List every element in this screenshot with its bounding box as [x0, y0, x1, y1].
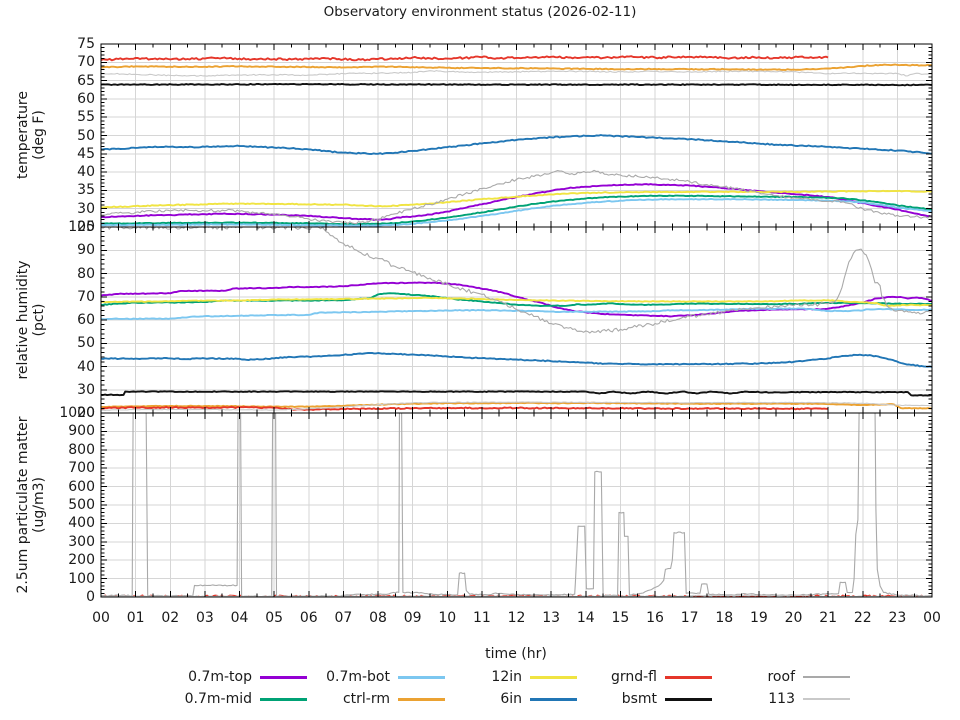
series-roof: [101, 169, 932, 225]
y-tick-label: 60: [77, 312, 95, 328]
y-tick-label: 100: [68, 219, 95, 235]
series-6in: [101, 134, 932, 155]
series-12in: [101, 296, 932, 307]
legend-swatch-grnd-fl: [665, 675, 712, 679]
x-tick-label: 05: [265, 610, 284, 626]
y-tick-label: 30: [77, 381, 95, 398]
series-roof: [101, 227, 932, 334]
y-tick-label: 70: [77, 54, 95, 71]
x-axis-label: time (hr): [485, 646, 547, 662]
legend-swatch-12in: [530, 675, 577, 679]
y-tick-label: 55: [77, 109, 95, 126]
legend-label-12in: 12in: [491, 669, 522, 685]
x-tick-label: 21: [819, 610, 838, 626]
x-tick-label: 23: [888, 610, 907, 626]
x-tick-label: 06: [299, 610, 318, 626]
y-tick-label: 40: [77, 358, 95, 375]
x-tick-label: 22: [853, 610, 872, 626]
legend-swatch-0.7m-bot: [398, 675, 445, 679]
x-tick-label: 13: [542, 610, 561, 626]
x-tick-label: 18: [715, 610, 734, 626]
x-tick-label: 11: [472, 610, 491, 626]
series-6in: [101, 351, 932, 368]
y-tick-label: 1000: [59, 405, 95, 421]
legend-swatch-roof: [803, 676, 850, 678]
legend-label-6in: 6in: [500, 691, 522, 707]
x-tick-label: 20: [784, 610, 803, 626]
x-tick-label: 12: [507, 610, 526, 626]
series-ctrl-rm: [101, 63, 932, 71]
y-tick-label: 100: [68, 570, 95, 587]
y-tick-label: 75: [77, 36, 95, 52]
series-roof: [101, 413, 932, 597]
legend-swatch-0.7m-top: [260, 675, 307, 679]
legend-label-roof: roof: [767, 669, 795, 685]
series-bsmt: [101, 390, 932, 397]
x-tick-label: 19: [749, 610, 768, 626]
series-113: [101, 70, 932, 77]
y-tick-label: 60: [77, 90, 95, 107]
chart-title: Observatory environment status (2026-02-…: [323, 4, 637, 20]
y-tick-label: 700: [68, 460, 95, 477]
y-tick-label: 900: [68, 423, 95, 440]
legend-swatch-0.7m-mid: [260, 697, 307, 701]
series-12in: [101, 189, 932, 209]
y-tick-label: 30: [77, 200, 95, 217]
y-tick-label: 65: [77, 72, 95, 89]
y-tick-label: 600: [68, 478, 95, 495]
x-tick-label: 16: [646, 610, 664, 626]
x-tick-label: 02: [161, 610, 180, 626]
y-tick-label: 200: [68, 552, 95, 569]
legend-swatch-ctrl-rm: [398, 697, 445, 701]
legend-label-0.7m-bot: 0.7m-bot: [326, 669, 390, 685]
y-tick-label: 25: [77, 219, 95, 235]
legend-label-grnd-fl: grnd-fl: [610, 669, 657, 685]
series-0.7m-mid: [101, 194, 932, 226]
x-tick-label: 09: [403, 610, 422, 626]
x-tick-label: 01: [126, 610, 145, 626]
y-tick-label: 45: [77, 145, 95, 162]
legend-swatch-bsmt: [665, 697, 712, 701]
x-tick-label: 03: [195, 610, 214, 626]
series-0.7m-bot: [101, 307, 932, 321]
legend-swatch-113: [803, 698, 850, 700]
y-tick-label: 35: [77, 182, 95, 199]
y-tick-label: 50: [77, 127, 95, 144]
x-tick-label: 10: [438, 610, 457, 626]
y-tick-label: 50: [77, 335, 95, 352]
series-grnd-fl: [101, 405, 829, 411]
y-tick-label: 40: [77, 164, 95, 181]
y-tick-label: 400: [68, 515, 95, 532]
x-tick-label: 14: [576, 610, 595, 626]
series-bsmt: [101, 82, 932, 87]
y-tick-label: 20: [77, 405, 95, 421]
x-tick-label: 04: [230, 610, 249, 626]
series-0.7m-bot: [101, 198, 932, 227]
x-tick-label: 08: [369, 610, 387, 626]
x-tick-label: 07: [334, 610, 353, 626]
legend-label-0.7m-mid: 0.7m-mid: [184, 691, 252, 707]
legend-label-113: 113: [768, 691, 795, 707]
y-tick-label: 0: [86, 589, 95, 605]
y-tick-label: 800: [68, 441, 95, 458]
legend-swatch-6in: [530, 697, 577, 701]
y-tick-label: 80: [77, 265, 95, 282]
x-tick-label: 00: [92, 610, 110, 626]
legend-label-bsmt: bsmt: [621, 691, 657, 707]
x-tick-label: 00: [923, 610, 941, 626]
legend-label-ctrl-rm: ctrl-rm: [342, 691, 390, 707]
y-tick-label: 500: [68, 497, 95, 513]
x-tick-label: 17: [680, 610, 699, 626]
x-tick-label: 15: [611, 610, 630, 626]
legend-label-0.7m-top: 0.7m-top: [188, 669, 252, 685]
series-grnd-fl: [101, 55, 829, 62]
y-tick-label: 70: [77, 288, 95, 305]
y-tick-label: 90: [77, 242, 95, 259]
y-tick-label: 300: [68, 533, 95, 550]
